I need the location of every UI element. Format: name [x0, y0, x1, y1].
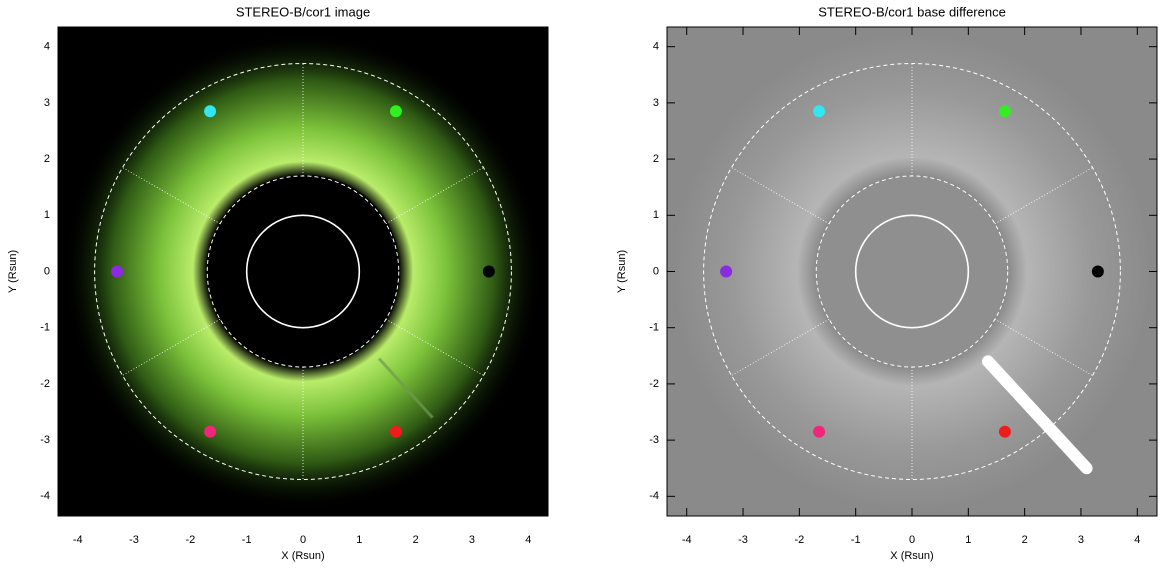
x-tick-label: 1: [965, 534, 971, 546]
x-axis-label: X (Rsun): [281, 550, 324, 562]
y-tick-label: -3: [649, 434, 659, 446]
x-tick-label: 2: [1022, 534, 1028, 546]
page: -4 -3 -2 -1 0 1 2 3 4 -4 -3 -2 -1 0 1 2 3 4 STEREO-B/cor1 …: [0, 0, 1166, 571]
point: [204, 105, 216, 117]
x-tick-label: 4: [1134, 534, 1140, 546]
y-axis-label: Y (Rsun): [616, 250, 628, 293]
x-axis-label: X (Rsun): [890, 550, 933, 562]
x-tick-label: -2: [185, 534, 195, 546]
chart-title: STEREO-B/cor1 base difference: [818, 4, 1006, 19]
y-tick-label: -1: [40, 322, 50, 334]
y-tick-label: -2: [649, 378, 659, 390]
point: [813, 105, 825, 117]
y-tick-label: 4: [44, 41, 50, 53]
y-tick-label: 0: [653, 265, 659, 277]
x-tick-label: -1: [851, 534, 861, 546]
x-tick-label: -1: [242, 534, 252, 546]
y-tick-label: 0: [44, 265, 50, 277]
occulter: [816, 176, 1007, 367]
x-tick-label: 2: [413, 534, 419, 546]
point: [111, 266, 123, 278]
point: [390, 105, 402, 117]
point: [813, 426, 825, 438]
x-tick-label: -3: [129, 534, 139, 546]
y-tick-label: -3: [40, 434, 50, 446]
y-tick-label: 3: [653, 97, 659, 109]
y-axis-label: Y (Rsun): [7, 250, 19, 293]
point: [999, 426, 1011, 438]
figure: -4 -3 -2 -1 0 1 2 3 4 -4 -3 -2 -1 0 1 2 3 4 STEREO-B/cor1 …: [0, 0, 1166, 566]
y-tick-label: 2: [44, 153, 50, 165]
point: [483, 266, 495, 278]
x-tick-label: -2: [794, 534, 804, 546]
x-tick-label: -4: [73, 534, 83, 546]
point: [999, 105, 1011, 117]
y-tick-label: 3: [44, 97, 50, 109]
y-tick-label: 1: [653, 209, 659, 221]
x-tick-label: 4: [525, 534, 531, 546]
x-tick-label: 3: [1078, 534, 1084, 546]
point: [720, 266, 732, 278]
x-tick-label: 0: [300, 534, 306, 546]
x-tick-label: -3: [738, 534, 748, 546]
y-tick-label: -4: [649, 490, 659, 502]
x-tick-label: 3: [469, 534, 475, 546]
x-tick-label: 1: [356, 534, 362, 546]
y-tick-label: -2: [40, 378, 50, 390]
chart-title: STEREO-B/cor1 image: [236, 4, 370, 19]
panel: -4 -3 -2 -1 0 1 2 3 4 -4 -3 -2 -1 0 1 2 3 4 STEREO-B/cor1 …: [7, 4, 548, 561]
y-tick-label: 1: [44, 209, 50, 221]
occulter: [212, 175, 400, 362]
y-tick-label: 4: [653, 41, 659, 53]
point: [204, 426, 216, 438]
panel: -4 -3 -2 -1 0 1 2 3 4 -4 -3 -2 -1 0 1 2 3 4 STEREO-B/cor1 …: [616, 4, 1157, 561]
point: [390, 426, 402, 438]
point: [1092, 266, 1104, 278]
y-tick-label: -1: [649, 322, 659, 334]
y-tick-label: -4: [40, 490, 50, 502]
x-tick-label: -4: [682, 534, 692, 546]
y-tick-label: 2: [653, 153, 659, 165]
image: [58, 27, 548, 516]
x-tick-label: 0: [909, 534, 915, 546]
image: [667, 27, 1157, 516]
